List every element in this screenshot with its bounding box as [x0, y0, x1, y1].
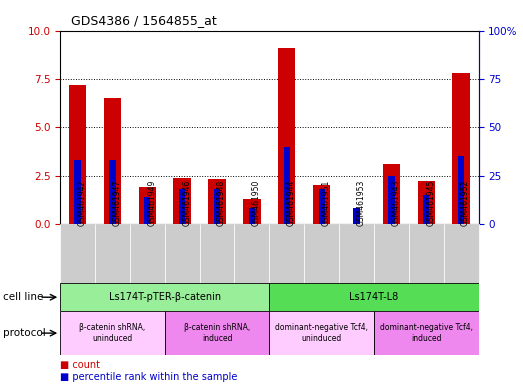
Text: Ls174T-L8: Ls174T-L8 [349, 292, 399, 302]
Text: dominant-negative Tcf4,
induced: dominant-negative Tcf4, induced [380, 323, 473, 343]
Bar [417, 181, 435, 224]
Bar [423, 195, 429, 224]
Bar [74, 160, 81, 224]
Text: GDS4386 / 1564855_at: GDS4386 / 1564855_at [71, 14, 217, 27]
Bar [319, 189, 325, 224]
Text: GSM461945: GSM461945 [426, 179, 435, 226]
Bar [354, 209, 360, 224]
Bar [130, 224, 165, 283]
Text: GSM461950: GSM461950 [252, 179, 261, 226]
Text: ■ count: ■ count [60, 360, 100, 370]
Bar [104, 98, 121, 224]
Bar [95, 224, 130, 283]
Text: dominant-negative Tcf4,
uninduced: dominant-negative Tcf4, uninduced [275, 323, 368, 343]
Bar [278, 48, 295, 224]
Bar [374, 224, 409, 283]
Bar [60, 311, 165, 355]
Bar [249, 209, 255, 224]
Text: ■ percentile rank within the sample: ■ percentile rank within the sample [60, 372, 237, 382]
Bar [283, 147, 290, 224]
Text: GSM461949: GSM461949 [147, 179, 156, 226]
Bar [444, 224, 479, 283]
Bar [69, 85, 86, 224]
Bar [383, 164, 400, 224]
Text: β-catenin shRNA,
induced: β-catenin shRNA, induced [184, 323, 250, 343]
Text: cell line: cell line [3, 292, 43, 302]
Bar [243, 199, 260, 224]
Bar [144, 197, 151, 224]
Bar [60, 283, 269, 311]
Bar [214, 189, 220, 224]
Bar [174, 177, 191, 224]
Text: GSM461942: GSM461942 [77, 179, 87, 226]
Text: GSM461944: GSM461944 [287, 179, 296, 226]
Bar [269, 311, 374, 355]
Bar [269, 283, 479, 311]
Bar [269, 224, 304, 283]
Bar [139, 187, 156, 224]
Bar [452, 73, 470, 224]
Bar [165, 224, 200, 283]
Bar [409, 224, 444, 283]
Bar [374, 311, 479, 355]
Text: Ls174T-pTER-β-catenin: Ls174T-pTER-β-catenin [109, 292, 221, 302]
Bar [339, 224, 374, 283]
Text: GSM461951: GSM461951 [322, 179, 331, 226]
Text: GSM461952: GSM461952 [461, 179, 470, 226]
Text: protocol: protocol [3, 328, 46, 338]
Text: GSM461946: GSM461946 [182, 179, 191, 226]
Bar [304, 224, 339, 283]
Bar [60, 224, 95, 283]
Text: GSM461953: GSM461953 [357, 179, 366, 226]
Text: β-catenin shRNA,
uninduced: β-catenin shRNA, uninduced [79, 323, 145, 343]
Bar [109, 160, 116, 224]
Bar [313, 185, 331, 224]
Text: GSM461948: GSM461948 [217, 179, 226, 226]
Text: GSM461943: GSM461943 [391, 179, 401, 226]
Bar [388, 175, 394, 224]
Bar [179, 189, 185, 224]
Bar [458, 156, 464, 224]
Bar [200, 224, 234, 283]
Bar [234, 224, 269, 283]
Bar [208, 179, 226, 224]
Text: GSM461947: GSM461947 [112, 179, 121, 226]
Bar [165, 311, 269, 355]
